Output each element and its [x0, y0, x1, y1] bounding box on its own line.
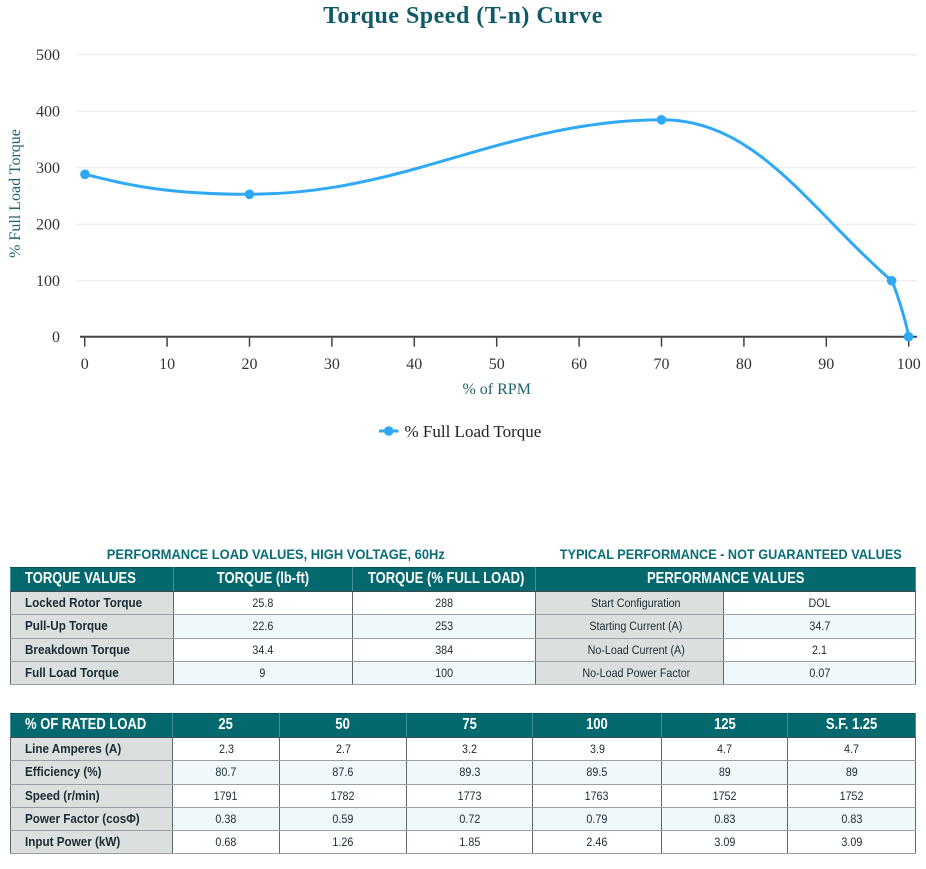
svg-text:40: 40	[406, 356, 422, 373]
svg-text:400: 400	[36, 104, 60, 121]
svg-text:0: 0	[52, 329, 60, 346]
svg-text:200: 200	[36, 217, 60, 234]
svg-text:500: 500	[36, 47, 60, 64]
svg-text:% Full Load Torque: % Full Load Torque	[405, 422, 542, 441]
svg-text:70: 70	[654, 356, 670, 373]
svg-text:100: 100	[897, 356, 921, 373]
svg-text:% Full Load Torque: % Full Load Torque	[7, 129, 24, 258]
svg-text:% of RPM: % of RPM	[462, 381, 530, 398]
svg-text:20: 20	[242, 356, 258, 373]
svg-text:100: 100	[36, 273, 60, 290]
svg-text:0: 0	[81, 356, 89, 373]
svg-text:50: 50	[489, 356, 505, 373]
svg-text:80: 80	[736, 356, 752, 373]
svg-text:30: 30	[324, 356, 340, 373]
svg-text:90: 90	[818, 356, 834, 373]
svg-text:300: 300	[36, 160, 60, 177]
svg-text:10: 10	[159, 356, 175, 373]
svg-text:60: 60	[571, 356, 587, 373]
